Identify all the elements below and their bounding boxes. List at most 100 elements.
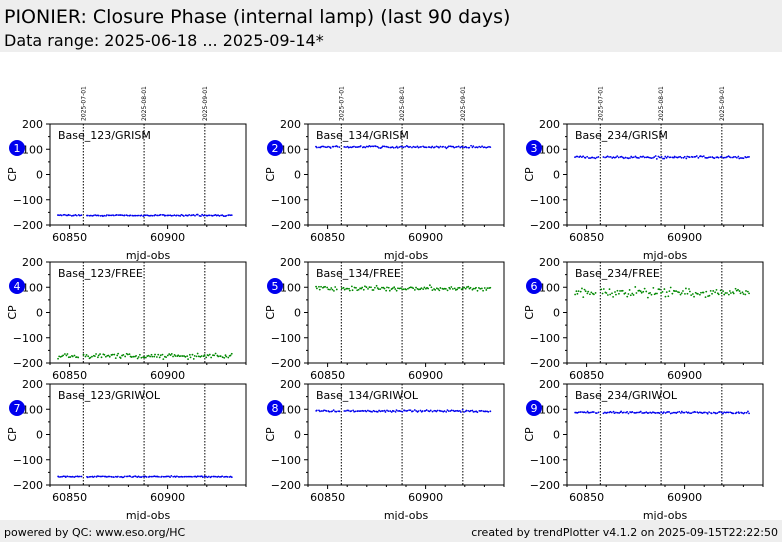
panel-7-data-point-21 bbox=[89, 475, 92, 478]
panel-6-data-point-78 bbox=[685, 287, 687, 290]
panel-8-number-badge bbox=[267, 400, 283, 416]
panel-1-data-point-33 bbox=[106, 214, 108, 216]
panel-4-data-point-1 bbox=[58, 355, 61, 358]
panel-5-data-point-70 bbox=[415, 286, 417, 289]
panel-9-data-point-57 bbox=[656, 411, 659, 414]
panel-3-data-point-96 bbox=[709, 156, 712, 159]
panel-3-data-point-91 bbox=[702, 155, 705, 158]
panel-6-xtick-label-1: 60900 bbox=[667, 369, 702, 382]
panel-5-data-point-28 bbox=[357, 288, 360, 291]
panel-8-data-point-64 bbox=[406, 409, 409, 412]
panel-4-data-point-108 bbox=[208, 353, 211, 356]
panel-4-data-point-28 bbox=[99, 353, 101, 355]
panel-5-data-point-22 bbox=[348, 289, 351, 292]
panel-3-data-point-87 bbox=[697, 156, 700, 159]
panel-7-data-point-3 bbox=[61, 475, 64, 478]
panel-1-data-point-120 bbox=[225, 214, 228, 217]
panel-9-title: Base_234/GRIWOL bbox=[575, 389, 678, 402]
panel-5-data-point-110 bbox=[469, 286, 472, 289]
panel-9-data-point-81 bbox=[689, 412, 691, 415]
panel-1-data-point-17 bbox=[80, 214, 83, 217]
panel-9-data-point-4 bbox=[579, 411, 582, 413]
panel-8-data-point-13 bbox=[332, 409, 335, 412]
panel-5-data-point-117 bbox=[479, 287, 482, 290]
panel-6-data-point-82 bbox=[690, 294, 693, 297]
panel-4-data-point-27 bbox=[97, 354, 100, 357]
panel-2-data-point-116 bbox=[478, 145, 481, 148]
panel-6-data-point-91 bbox=[702, 291, 705, 294]
panel-1-data-point-58 bbox=[140, 214, 143, 217]
panel-6-data-point-67 bbox=[669, 286, 672, 289]
panel-8-data-point-34 bbox=[365, 410, 368, 413]
panel-8-data-point-65 bbox=[408, 409, 411, 412]
panel-6-data-point-38 bbox=[629, 294, 632, 297]
panel-4-data-point-21 bbox=[89, 356, 92, 359]
panel-8-data-point-51 bbox=[389, 410, 392, 412]
panel-5-data-point-61 bbox=[402, 288, 405, 291]
panel-9-data-point-124 bbox=[748, 412, 750, 415]
panel-5-title: Base_134/FREE bbox=[316, 267, 401, 280]
panel-7-data-point-99 bbox=[196, 475, 199, 478]
panel-5-data-point-44 bbox=[379, 288, 382, 291]
panel-2-data-point-109 bbox=[468, 146, 471, 149]
panel-9-data-point-41 bbox=[634, 412, 636, 414]
panel-7-ytick-label-0: −200 bbox=[13, 479, 43, 492]
panel-7-data-point-70 bbox=[156, 475, 159, 478]
panel-9-number-badge-label: 9 bbox=[531, 402, 538, 415]
panel-2-data-point-43 bbox=[377, 146, 380, 149]
panel-3-data-point-15 bbox=[594, 157, 597, 160]
panel-9-data-point-75 bbox=[680, 410, 683, 413]
panel-2-xtick-label-0: 60850 bbox=[310, 231, 345, 244]
panel-4-data-point-9 bbox=[69, 356, 72, 358]
panel-5-data-point-57 bbox=[397, 287, 399, 290]
panel-8-data-point-4 bbox=[320, 410, 323, 412]
panel-1-data-point-3 bbox=[60, 214, 63, 217]
panel-1-data-point-104 bbox=[203, 214, 206, 217]
panel-9-xtick-label-1: 60900 bbox=[667, 491, 702, 504]
panel-4-data-point-41 bbox=[117, 352, 120, 355]
panel-5-data-point-53 bbox=[391, 287, 394, 290]
panel-7-data-point-90 bbox=[184, 475, 187, 478]
panel-2-data-point-37 bbox=[369, 145, 372, 148]
panel-5-data-point-3 bbox=[318, 288, 321, 291]
panel-6-data-point-87 bbox=[697, 293, 699, 295]
panel-4-data-point-80 bbox=[170, 352, 173, 355]
panel-7-data-point-103 bbox=[201, 476, 204, 479]
panel-6-data-point-15 bbox=[594, 292, 597, 294]
panel-1-data-point-99 bbox=[196, 213, 199, 216]
panel-5-data-point-31 bbox=[361, 286, 364, 289]
panel-9-data-point-66 bbox=[668, 411, 671, 413]
panel-3-data-point-104 bbox=[720, 155, 723, 158]
panel-3-data-point-108 bbox=[726, 155, 728, 158]
panel-3-data-point-21 bbox=[606, 155, 609, 158]
panel-5-data-point-79 bbox=[427, 287, 430, 290]
panel-5-data-point-1 bbox=[315, 287, 318, 290]
panel-4-data-point-58 bbox=[140, 356, 143, 359]
panel-6-data-point-73 bbox=[678, 291, 680, 294]
panel-6-data-point-57 bbox=[656, 292, 658, 295]
panel-9-data-point-21 bbox=[606, 411, 609, 414]
panel-5-data-point-73 bbox=[419, 288, 422, 291]
panel-6-data-point-107 bbox=[724, 292, 727, 294]
panel-9-data-point-24 bbox=[610, 411, 613, 414]
panel-4-data-point-90 bbox=[184, 355, 187, 358]
panel-6-data-point-35 bbox=[626, 295, 629, 298]
page-title: PIONIER: Closure Phase (internal lamp) (… bbox=[4, 6, 511, 28]
panel-8-data-point-80 bbox=[428, 410, 431, 413]
panel-8-xtick-label-1: 60900 bbox=[408, 491, 443, 504]
panel-4-data-point-51 bbox=[130, 356, 133, 358]
panel-4-data-point-95 bbox=[191, 353, 194, 356]
panel-5-data-point-18 bbox=[343, 288, 346, 291]
panel-6-data-point-22 bbox=[608, 288, 611, 291]
panel-4-data-point-49 bbox=[128, 353, 131, 355]
panel-6-data-point-80 bbox=[688, 288, 690, 290]
panel-1-data-point-13 bbox=[74, 214, 77, 216]
panel-7-data-point-104 bbox=[203, 475, 206, 478]
panel-7-ytick-label-2: 0 bbox=[36, 429, 43, 442]
panel-1-data-point-115 bbox=[218, 215, 221, 217]
panel-8-data-point-62 bbox=[403, 409, 406, 412]
panel-7-data-point-1 bbox=[58, 476, 61, 478]
panel-4-data-point-43 bbox=[119, 357, 122, 359]
panel-7-ylabel: CP bbox=[6, 427, 19, 442]
panel-7-data-point-33 bbox=[106, 476, 108, 478]
